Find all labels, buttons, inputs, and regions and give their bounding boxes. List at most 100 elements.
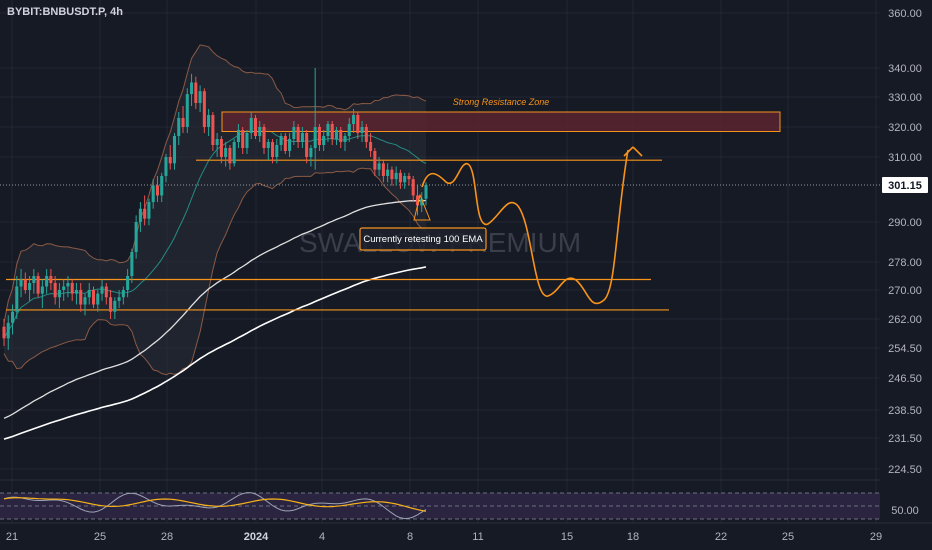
candle-body — [104, 286, 108, 298]
candle-body — [271, 142, 275, 157]
candle — [70, 279, 74, 301]
candle — [228, 145, 232, 170]
candle — [339, 127, 343, 148]
candle — [147, 198, 151, 226]
candle — [32, 269, 36, 294]
candle — [36, 272, 40, 298]
projection-arrow — [623, 146, 643, 157]
candle — [15, 276, 19, 319]
grid — [0, 0, 880, 523]
candle — [271, 139, 275, 164]
candle-body — [224, 148, 228, 157]
candle — [45, 269, 49, 294]
candle — [300, 127, 304, 148]
candle-body — [19, 279, 23, 287]
candle — [283, 133, 287, 154]
candle-body — [313, 127, 317, 148]
candle — [87, 283, 91, 305]
candle-body — [326, 124, 330, 136]
candle — [369, 133, 373, 157]
price-tick-label: 330.00 — [888, 92, 922, 104]
candle-body — [415, 195, 420, 206]
candle — [236, 124, 240, 148]
candle-body — [232, 142, 236, 164]
price-tick-label: 340.00 — [888, 63, 922, 75]
candle-body — [185, 94, 189, 127]
projected-path — [421, 149, 629, 305]
candle-body — [249, 118, 253, 133]
candle — [411, 175, 415, 203]
candle-body — [390, 169, 394, 180]
candle-body — [70, 283, 74, 294]
candle — [288, 133, 292, 157]
candle — [275, 139, 279, 164]
candle — [313, 68, 317, 170]
candle — [109, 290, 113, 319]
candle-body — [309, 148, 313, 157]
candle-body — [172, 136, 177, 164]
candle — [330, 121, 334, 145]
candle-body — [347, 124, 351, 136]
candle-body — [10, 311, 15, 323]
candle — [160, 172, 164, 203]
candle-body — [181, 118, 185, 127]
candle — [6, 315, 10, 350]
candle — [219, 136, 223, 164]
price-tick-label: 50.00 — [891, 505, 919, 517]
candle-body — [49, 276, 53, 283]
candle — [343, 133, 347, 151]
ema-note-box — [359, 227, 487, 251]
candle — [258, 121, 262, 142]
candle — [317, 124, 321, 151]
candle-body — [279, 136, 283, 145]
candle — [377, 157, 381, 176]
current-price-tag — [882, 177, 928, 193]
candle — [390, 166, 394, 186]
candle-body — [228, 148, 232, 164]
bollinger-fill — [4, 44, 426, 375]
candle — [394, 166, 398, 186]
candle — [2, 319, 6, 347]
candle-body — [292, 127, 296, 139]
candle-body — [100, 286, 104, 294]
rsi-band — [0, 493, 880, 519]
candle-body — [403, 175, 407, 183]
candle — [177, 112, 181, 145]
price-axis-bg — [880, 0, 932, 523]
candle — [28, 276, 32, 301]
candle — [262, 124, 266, 154]
candle-body — [215, 139, 219, 145]
candle-body — [288, 139, 292, 151]
candle-body — [121, 290, 125, 298]
price-axis: 360.00 340.00 330.00 320.00 310.00 301.15 290.… — [880, 0, 932, 523]
price-tick-label: 320.00 — [888, 122, 922, 134]
candle-body — [160, 175, 164, 196]
time-axis: 21 25 28 2024 4 8 11 15 18 22 25 29 — [0, 522, 932, 543]
annotations — [359, 227, 487, 251]
candle-body — [407, 175, 411, 180]
candle-body — [202, 91, 206, 127]
candle — [232, 139, 236, 167]
candle — [134, 215, 138, 259]
candle — [117, 290, 121, 309]
price-tick-label: 246.50 — [888, 373, 922, 385]
candle — [296, 124, 300, 148]
candle — [356, 112, 360, 139]
candle — [79, 283, 83, 312]
candle-body — [339, 130, 343, 142]
moving-averages — [3, 199, 427, 440]
candle-body — [330, 124, 334, 139]
candle — [62, 279, 66, 301]
candle — [326, 121, 330, 142]
candle — [185, 88, 189, 133]
time-tick-label: 22 — [715, 531, 727, 543]
time-tick-label: 28 — [161, 531, 173, 543]
candle — [322, 130, 326, 151]
candle — [155, 175, 159, 203]
candle-body — [194, 82, 198, 103]
time-tick-label: 8 — [407, 531, 413, 543]
candle-body — [253, 118, 258, 136]
candle-body — [40, 286, 44, 294]
